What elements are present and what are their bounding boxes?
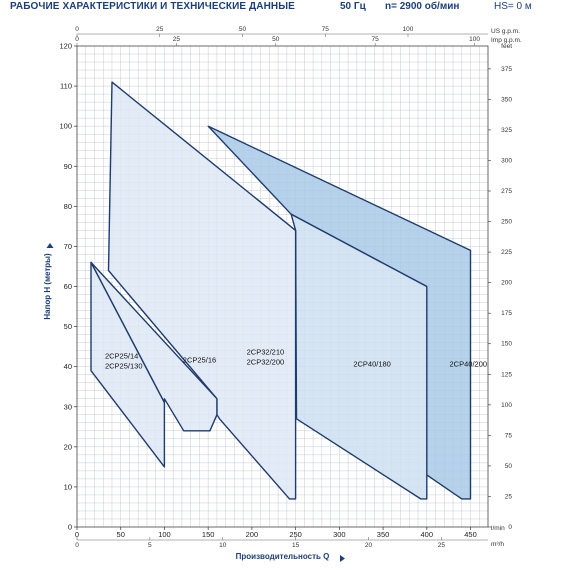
curve-label: 2CP25/16 xyxy=(183,356,216,365)
feet-tick-label: 25 xyxy=(505,493,513,500)
curve-label: 2CP40/200 xyxy=(450,360,488,369)
usgpm-tick-label: 100 xyxy=(403,26,414,33)
y-tick-label: 90 xyxy=(64,162,72,171)
x-tick-label: 300 xyxy=(333,530,346,539)
m3h-tick-label: 25 xyxy=(438,542,446,549)
feet-tick-label: 225 xyxy=(501,249,512,256)
feet-tick-label: 375 xyxy=(501,66,512,73)
feet-tick-label: 125 xyxy=(501,371,512,378)
m3h-tick-label: 15 xyxy=(292,542,300,549)
feet-tick-label: 200 xyxy=(501,280,512,287)
y-tick-label: 10 xyxy=(64,482,72,491)
usgpm-tick-label: 25 xyxy=(156,26,164,33)
feet-tick-label: 350 xyxy=(501,96,512,103)
feet-units-label: feet xyxy=(501,43,512,50)
header-frequency: 50 Гц xyxy=(340,1,366,12)
impgpm-tick-label: 75 xyxy=(372,36,380,43)
y-tick-label: 110 xyxy=(60,82,72,91)
y-axis-title: Напор H (метры) xyxy=(43,253,52,320)
feet-tick-label: 300 xyxy=(501,157,512,164)
region-2cp25-14 xyxy=(90,261,166,468)
usgpm-tick-label: 0 xyxy=(75,26,79,33)
feet-tick-label: 50 xyxy=(505,463,513,470)
y-tick-label: 70 xyxy=(64,242,72,251)
impgpm-tick-label: 25 xyxy=(173,36,181,43)
impgpm-units-label: Imp g.p.m. xyxy=(491,37,522,44)
y-tick-label: 60 xyxy=(64,282,72,291)
feet-tick-label: 100 xyxy=(501,402,512,409)
impgpm-tick-label: 100 xyxy=(469,36,480,43)
curve-label: 2CP25/14 xyxy=(105,352,138,361)
y-axis-arrow-icon xyxy=(46,243,54,248)
region-2cp32-210 xyxy=(107,81,297,500)
impgpm-tick-label: 50 xyxy=(272,36,280,43)
header-hs: HS= 0 м xyxy=(494,1,532,12)
y-tick-label: 50 xyxy=(64,322,72,331)
y-tick-label: 0 xyxy=(68,523,72,532)
curve-label: 2CP32/200 xyxy=(247,358,285,367)
usgpm-tick-label: 75 xyxy=(322,26,330,33)
usgpm-tick-label: 50 xyxy=(239,26,247,33)
x-tick-label: 100 xyxy=(158,530,171,539)
chart-regions xyxy=(90,81,472,500)
x-tick-label: 450 xyxy=(464,530,477,539)
x-units-label: l/min xyxy=(491,525,505,532)
x-tick-label: 400 xyxy=(421,530,434,539)
x-axis-title: Производительность Q xyxy=(236,552,330,561)
y-tick-label: 40 xyxy=(64,362,72,371)
x-tick-label: 150 xyxy=(202,530,215,539)
y-tick-label: 120 xyxy=(59,42,72,51)
feet-tick-label: 150 xyxy=(501,341,512,348)
feet-tick-label: 325 xyxy=(501,127,512,134)
y-tick-label: 80 xyxy=(64,202,72,211)
feet-tick-label: 75 xyxy=(505,432,513,439)
y-tick-label: 30 xyxy=(64,402,72,411)
y-tick-label: 100 xyxy=(59,122,72,131)
usgpm-units-label: US g.p.m. xyxy=(491,28,520,35)
curve-label: 2CP25/130 xyxy=(105,362,143,371)
impgpm-tick-label: 0 xyxy=(75,36,79,43)
chart-header: РАБОЧИЕ ХАРАКТЕРИСТИКИ И ТЕХНИЧЕСКИЕ ДАН… xyxy=(0,0,570,14)
m3h-tick-label: 0 xyxy=(75,542,79,549)
feet-tick-label: 250 xyxy=(501,219,512,226)
header-speed: n= 2900 об/мин xyxy=(385,1,460,12)
curve-label: 2CP32/210 xyxy=(247,348,285,357)
y-tick-label: 20 xyxy=(64,442,72,451)
header-title: РАБОЧИЕ ХАРАКТЕРИСТИКИ И ТЕХНИЧЕСКИЕ ДАН… xyxy=(10,1,295,12)
m3h-units-label: m³/h xyxy=(491,541,504,548)
m3h-tick-label: 20 xyxy=(365,542,373,549)
x-tick-label: 50 xyxy=(117,530,125,539)
feet-tick-label: 275 xyxy=(501,188,512,195)
x-tick-label: 200 xyxy=(246,530,259,539)
feet-tick-label: 175 xyxy=(501,310,512,317)
m3h-tick-label: 5 xyxy=(148,542,152,549)
curve-label: 2CP40/180 xyxy=(353,360,391,369)
m3h-tick-label: 10 xyxy=(219,542,227,549)
x-tick-label: 350 xyxy=(377,530,390,539)
feet-tick-label: 0 xyxy=(508,524,512,531)
x-axis-arrow-icon xyxy=(340,555,345,562)
x-tick-label: 0 xyxy=(75,530,79,539)
x-tick-label: 250 xyxy=(289,530,302,539)
